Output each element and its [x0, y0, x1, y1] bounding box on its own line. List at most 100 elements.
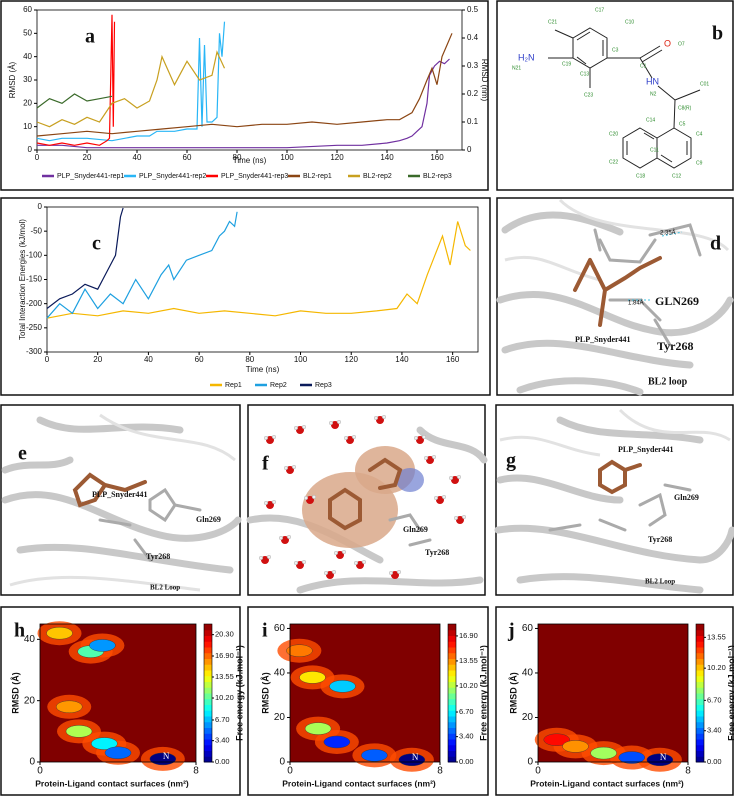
protein-render [496, 198, 734, 396]
panel-letter: e [18, 443, 27, 465]
water-hydrogen [449, 476, 454, 481]
atom-label: C3 [612, 47, 619, 53]
colorbar-step [696, 635, 704, 642]
x-tick-label: 8 [685, 766, 691, 777]
surface-render-part [388, 513, 432, 547]
water-oxygen [436, 496, 444, 504]
colorbar-step [448, 664, 456, 671]
water-hydrogen [342, 550, 347, 555]
x-tick-label: 100 [294, 355, 308, 364]
energy-basin [590, 746, 617, 760]
y-tick-label: 60 [274, 623, 286, 634]
colorbar-tick-label: 6.70 [215, 715, 230, 724]
atom-label: C13 [580, 71, 589, 77]
surface-render [246, 426, 488, 594]
basin-annotation: N [412, 752, 419, 762]
structure-bonds-part [572, 27, 608, 69]
y-tick-label: 10 [23, 122, 32, 131]
x-tick-label: 60 [195, 355, 204, 364]
water-hydrogen [304, 496, 309, 501]
colorbar-step [448, 687, 456, 694]
panel-frame [495, 606, 734, 796]
water-hydrogen [272, 500, 277, 505]
ligand-label: PLP_Snyder441 [618, 445, 674, 454]
x-tick-label: 40 [144, 355, 153, 364]
atom-label: H₂N [518, 52, 535, 62]
colorbar-step [204, 647, 212, 654]
energy-basin [361, 749, 388, 762]
y-tick-label: 20 [274, 712, 286, 723]
loop-label: BL2 loop [648, 376, 688, 387]
colorbar-step [204, 739, 212, 746]
water-oxygen [356, 561, 364, 569]
colorbar-step [204, 641, 212, 648]
residue-label: Tyr268 [425, 548, 449, 557]
water-hydrogen [294, 426, 299, 431]
colorbar-step [448, 750, 456, 757]
y-tick-label: 30 [23, 75, 32, 84]
water-hydrogen [264, 436, 269, 441]
water-oxygen [331, 421, 339, 429]
plot-frame [46, 206, 479, 353]
atom-label: C8(R) [678, 105, 692, 111]
colorbar-step [204, 716, 212, 723]
water-hydrogen [432, 455, 437, 460]
ligand-label: PLP_Snyder441 [575, 335, 631, 344]
colorbar-tick-label: 0.00 [459, 757, 474, 766]
atom-label: C22 [609, 159, 618, 165]
water-oxygen [326, 571, 334, 579]
water-hydrogen [329, 421, 334, 426]
colorbar-tick-label: 0.00 [707, 757, 722, 766]
colorbar-step [204, 658, 212, 665]
y-tick-label: -100 [26, 250, 43, 259]
legend-label: PLP_Snyder441-rep1 [57, 173, 124, 180]
y-axis-label: Total Interaction Energies (kJ/mol) [18, 219, 27, 340]
water-oxygen [336, 551, 344, 559]
plot-frame [289, 623, 441, 763]
water-oxygen [266, 501, 274, 509]
colorbar-step [448, 739, 456, 746]
colorbar-step [696, 647, 704, 654]
colorbar-step [696, 710, 704, 717]
energy-basin [104, 746, 132, 759]
atom-label: C23 [584, 92, 593, 98]
y-axis-label: RMSD (Å) [260, 672, 270, 714]
colorbar-tick-label: 13.55 [707, 632, 726, 641]
water-hydrogen [259, 556, 264, 561]
colorbar-tick-label: 13.55 [459, 656, 478, 665]
atom-label: C01 [700, 81, 709, 87]
colorbar-step [696, 739, 704, 746]
colorbar-tick-label: 3.40 [215, 736, 230, 745]
protein-render [494, 408, 734, 594]
water-hydrogen [272, 435, 277, 440]
panel-letter: h [14, 620, 25, 642]
series-line [36, 33, 453, 137]
colorbar-tick-label: 0.00 [215, 757, 230, 766]
colorbar-step [696, 670, 704, 677]
atom-label: C10 [625, 19, 634, 25]
colorbar-step [448, 647, 456, 654]
series-line [46, 221, 471, 319]
y-tick-label: -300 [26, 347, 43, 356]
colorbar-tick-label: 6.70 [707, 695, 722, 704]
colorbar-step [204, 704, 212, 711]
residue-label: Gln269 [196, 515, 221, 524]
colorbar-tick-label: 20.30 [215, 630, 234, 639]
water-hydrogen [362, 560, 367, 565]
colorbar-step [448, 744, 456, 751]
panel-letter: c [92, 233, 101, 255]
colorbar-tick-label: 16.90 [215, 651, 234, 660]
legend-label: PLP_Snyder441-rep3 [221, 173, 288, 180]
protein-render-part [573, 256, 662, 327]
panel-frame [247, 404, 486, 596]
colorbar-step [204, 744, 212, 751]
water-hydrogen [352, 435, 357, 440]
colorbar-step [696, 629, 704, 636]
colorbar-step [696, 750, 704, 757]
basin-annotation: N [163, 751, 170, 761]
y-tick-label: -50 [30, 226, 42, 235]
atom-label: C14 [646, 117, 655, 123]
energy-basin [46, 627, 73, 640]
series-line [36, 14, 116, 146]
energy-basin [618, 751, 645, 764]
